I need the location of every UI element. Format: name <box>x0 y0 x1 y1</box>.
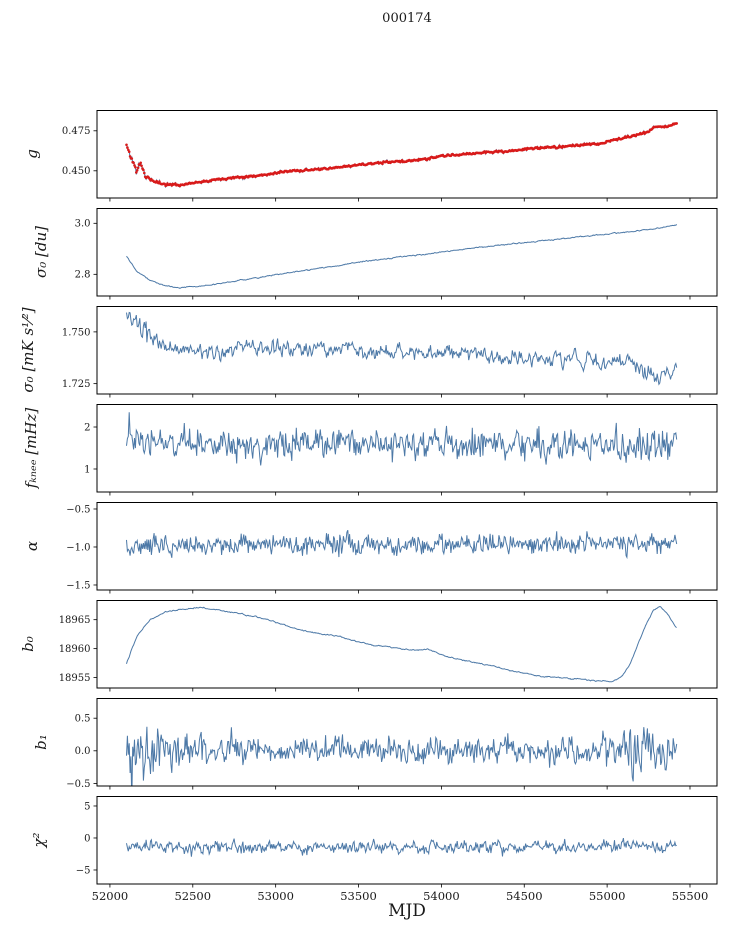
y-tick-label: 1.725 <box>62 379 91 390</box>
y-tick-label: 18955 <box>59 673 91 684</box>
y-tick-label: 1.750 <box>62 327 91 338</box>
panel-fknee: 1 2 fₖₙₑₑ [mHz] <box>0 404 729 496</box>
y-axis-label-b0: b₀ <box>19 636 37 652</box>
y-tick-label: 0 <box>84 833 90 844</box>
series-line-b1 <box>126 726 678 786</box>
y-tick-label: 0.0 <box>75 746 91 757</box>
panel-svg-fknee: 1 2 fₖₙₑₑ [mHz] <box>22 404 718 496</box>
panel-svg-b0: 18955 18960 18965 b₀ <box>19 600 718 692</box>
x-axis-label: MJD <box>388 901 426 921</box>
y-tick-label: 2.8 <box>75 270 91 281</box>
y-tick-label: −0.5 <box>66 779 90 790</box>
axes-frame <box>96 600 718 689</box>
tick-marks <box>93 130 691 202</box>
y-tick-label: 2 <box>84 422 90 433</box>
axes-frame <box>96 306 718 395</box>
panel-svg-sigma0-mK: 1.725 1.750 σ₀ [mK s¹⁄²] <box>19 306 718 398</box>
panel-svg-alpha: −1.5 −1.0 −0.5 α <box>23 502 718 594</box>
panel-b1: −0.5 0.0 0.5 b₁ <box>0 698 729 790</box>
tick-marks <box>93 717 691 790</box>
panel-sigma0-du: 2.8 3.0 σ₀ [du] <box>0 208 729 300</box>
panel-svg-chi2: −5 0 5 52000 52500 53000 53500 54000 54500 55000 5… <box>30 796 718 903</box>
panel-b0: 18955 18960 18965 b₀ <box>0 600 729 692</box>
y-tick-label: 3.0 <box>75 219 91 230</box>
tick-marks <box>93 805 691 888</box>
y-axis-label-chi2: χ² <box>30 832 48 848</box>
series-line-alpha <box>126 530 678 560</box>
tick-marks <box>93 619 691 692</box>
y-tick-label: −1.5 <box>66 580 90 591</box>
tick-marks <box>93 426 691 496</box>
series-markers-g <box>125 122 678 188</box>
y-tick-label: −0.5 <box>66 504 90 515</box>
series-line-sigma0-du <box>126 224 678 289</box>
panel-alpha: −1.5 −1.0 −0.5 α <box>0 502 729 594</box>
panel-svg-sigma0-du: 2.8 3.0 σ₀ [du] <box>32 208 718 300</box>
y-axis-label-g: g <box>23 149 41 159</box>
series-line-chi2 <box>126 837 677 857</box>
y-tick-label: 5 <box>84 801 90 812</box>
y-axis-label-b1: b₁ <box>32 734 50 750</box>
y-tick-label: −5 <box>76 865 91 876</box>
figure-title: 000174 <box>382 11 432 26</box>
x-tick-label: 52000 <box>92 889 129 903</box>
y-tick-label: 18965 <box>59 615 91 626</box>
y-axis-label-fknee: fₖₙₑₑ [mHz] <box>22 408 40 490</box>
axes-frame <box>96 698 718 787</box>
x-tick-label: 53000 <box>257 889 294 903</box>
series-line-b0 <box>126 605 677 683</box>
panel-sigma0-mK: 1.725 1.750 σ₀ [mK s¹⁄²] <box>0 306 729 398</box>
panel-g: 0.450 0.475 g <box>0 110 729 202</box>
axes-frame <box>96 502 718 591</box>
y-tick-label: 1 <box>84 464 90 475</box>
series-line-g <box>125 122 677 189</box>
x-tick-label: 55000 <box>589 889 626 903</box>
x-tick-label: 54000 <box>423 889 460 903</box>
x-tick-label: 54500 <box>506 889 543 903</box>
x-tick-label: 53500 <box>340 889 377 903</box>
axes-frame <box>96 404 718 493</box>
panel-svg-g: 0.450 0.475 g <box>23 110 718 202</box>
y-axis-label-alpha: α <box>23 541 41 551</box>
panel-svg-b1: −0.5 0.0 0.5 b₁ <box>32 698 718 790</box>
axes-frame <box>96 796 718 885</box>
tick-marks <box>93 508 691 594</box>
series-line-sigma0-mK <box>126 311 678 386</box>
y-axis-label-sigma0-mK: σ₀ [mK s¹⁄²] <box>19 307 37 392</box>
y-tick-label: 0.475 <box>62 126 91 137</box>
y-tick-label: 0.5 <box>75 714 91 725</box>
tick-marks <box>93 331 691 398</box>
y-axis-label-sigma0-du: σ₀ [du] <box>32 226 50 278</box>
y-tick-label: 0.450 <box>62 166 91 177</box>
axes-frame <box>96 110 718 199</box>
y-tick-label: −1.0 <box>66 542 90 553</box>
axes-frame <box>96 208 718 297</box>
x-tick-label: 55500 <box>672 889 709 903</box>
panel-chi2: −5 0 5 52000 52500 53000 53500 54000 54500 55000 5… <box>0 796 729 903</box>
series-line-fknee <box>126 412 678 466</box>
tick-marks <box>93 222 691 300</box>
x-tick-label: 52500 <box>174 889 211 903</box>
y-tick-label: 18960 <box>59 644 91 655</box>
